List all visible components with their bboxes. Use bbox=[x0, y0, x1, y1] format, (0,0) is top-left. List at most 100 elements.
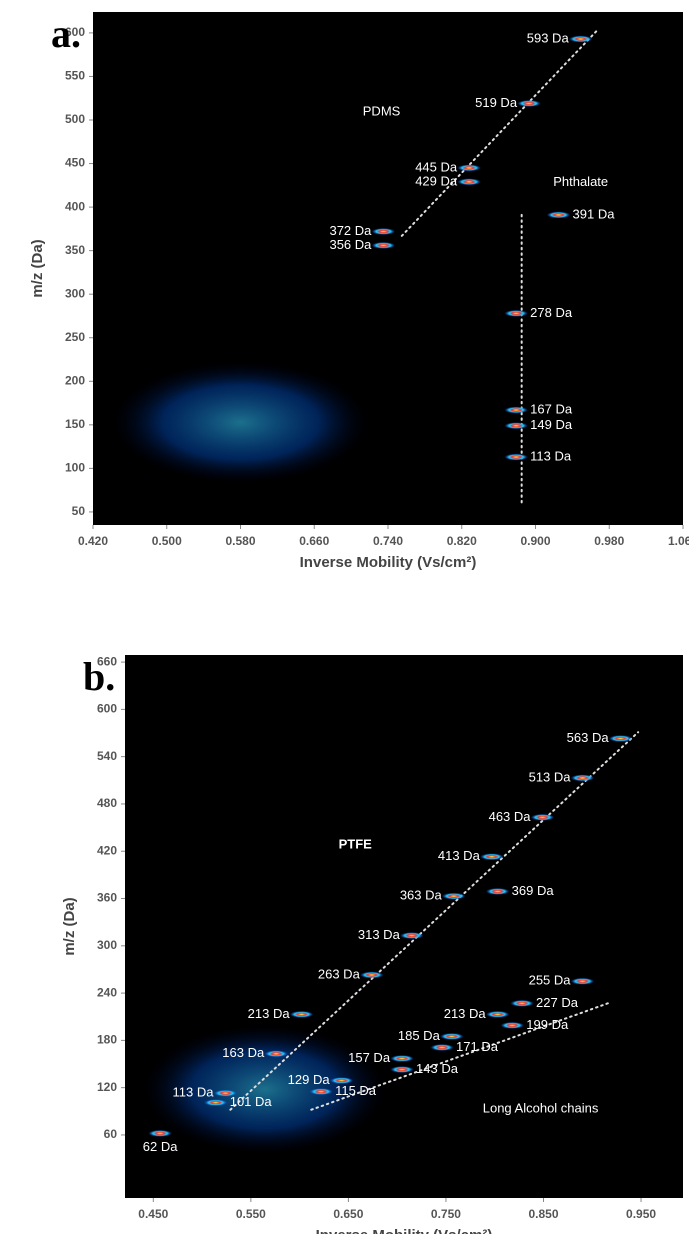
peak bbox=[568, 35, 593, 43]
peak bbox=[359, 971, 384, 979]
y-tick-label: 600 bbox=[65, 25, 85, 39]
peak-label: 227 Da bbox=[536, 995, 579, 1010]
x-tick-label: 0.450 bbox=[138, 1207, 168, 1221]
peak bbox=[148, 1129, 173, 1137]
peak-label: 278 Da bbox=[530, 305, 573, 320]
peak bbox=[608, 735, 633, 743]
peak bbox=[264, 1050, 289, 1058]
peak-label: 463 Da bbox=[489, 809, 532, 824]
panel-label: a. bbox=[51, 11, 81, 56]
x-tick-label: 0.820 bbox=[447, 534, 477, 548]
peak bbox=[479, 853, 504, 861]
peak-label: 213 Da bbox=[444, 1006, 487, 1021]
x-tick-label: 0.980 bbox=[594, 534, 624, 548]
peak bbox=[371, 241, 396, 249]
x-axis-title: Inverse Mobility (Vs/cm²) bbox=[316, 1227, 493, 1234]
y-tick-label: 60 bbox=[104, 1127, 118, 1141]
y-tick-label: 250 bbox=[65, 330, 85, 344]
guide-line bbox=[229, 731, 640, 1111]
peak-label: 513 Da bbox=[529, 769, 572, 784]
y-tick-label: 420 bbox=[97, 843, 117, 857]
guide-line bbox=[400, 29, 599, 237]
peak bbox=[441, 892, 466, 900]
peak-label: 356 Da bbox=[329, 237, 372, 252]
y-tick-label: 350 bbox=[65, 243, 85, 257]
y-tick-label: 500 bbox=[65, 112, 85, 126]
peak-label: 372 Da bbox=[329, 223, 372, 238]
y-tick-label: 200 bbox=[65, 373, 85, 387]
y-tick-label: 660 bbox=[97, 654, 117, 668]
y-tick-label: 360 bbox=[97, 891, 117, 905]
y-tick-label: 180 bbox=[97, 1033, 117, 1047]
y-tick-label: 300 bbox=[97, 938, 117, 952]
peak-label: 429 Da bbox=[415, 173, 458, 188]
peak-label: 413 Da bbox=[438, 848, 481, 863]
peak-label: 115 Da bbox=[335, 1083, 377, 1098]
peak-label: 363 Da bbox=[400, 888, 443, 903]
peak-label: 101 Da bbox=[230, 1094, 273, 1109]
y-tick-label: 300 bbox=[65, 286, 85, 300]
peak-label: 519 Da bbox=[475, 95, 518, 110]
peak bbox=[504, 309, 529, 317]
x-tick-label: 0.550 bbox=[236, 1207, 266, 1221]
peak-label: 62 Da bbox=[143, 1139, 178, 1154]
y-tick-label: 540 bbox=[97, 749, 117, 763]
peak bbox=[371, 227, 396, 235]
y-axis-title: m/z (Da) bbox=[29, 239, 46, 297]
peak bbox=[430, 1043, 455, 1051]
x-tick-label: 0.850 bbox=[528, 1207, 558, 1221]
peak-label: 163 Da bbox=[222, 1045, 265, 1060]
y-tick-label: 50 bbox=[72, 504, 86, 518]
peak bbox=[485, 887, 510, 895]
peak-label: 157 Da bbox=[348, 1050, 391, 1065]
peak bbox=[504, 453, 529, 461]
peak bbox=[570, 774, 595, 782]
x-tick-label: 0.900 bbox=[520, 534, 550, 548]
peak bbox=[457, 178, 482, 186]
peak-label: 149 Da bbox=[530, 417, 573, 432]
peak-label: 199 Da bbox=[526, 1017, 569, 1032]
peak bbox=[457, 164, 482, 172]
x-axis-title: Inverse Mobility (Vs/cm²) bbox=[300, 554, 477, 571]
peak bbox=[289, 1010, 314, 1018]
x-tick-label: 0.660 bbox=[299, 534, 329, 548]
x-tick-label: 0.650 bbox=[333, 1207, 363, 1221]
x-tick-label: 0.740 bbox=[373, 534, 403, 548]
peak bbox=[570, 977, 595, 985]
peak-label: 593 Da bbox=[527, 30, 570, 45]
annotation: Long Alcohol chains bbox=[483, 1100, 599, 1115]
background-glow bbox=[141, 1024, 388, 1155]
y-axis-title: m/z (Da) bbox=[61, 897, 78, 955]
peak-label: 129 Da bbox=[288, 1072, 331, 1087]
peak-label: 445 Da bbox=[415, 159, 458, 174]
peak bbox=[485, 1010, 510, 1018]
annotation: PTFE bbox=[339, 836, 373, 851]
peak bbox=[517, 99, 542, 107]
y-tick-label: 550 bbox=[65, 69, 85, 83]
y-tick-label: 120 bbox=[97, 1080, 117, 1094]
peak-label: 113 Da bbox=[530, 449, 572, 464]
peak bbox=[213, 1089, 238, 1097]
peak-label: 185 Da bbox=[398, 1028, 441, 1043]
peak-label: 263 Da bbox=[318, 966, 361, 981]
peak bbox=[390, 1055, 415, 1063]
peak-label: 167 Da bbox=[530, 401, 573, 416]
peak bbox=[399, 932, 424, 940]
panel-label: b. bbox=[83, 654, 115, 699]
x-tick-label: 0.500 bbox=[152, 534, 182, 548]
peak bbox=[504, 406, 529, 414]
peak bbox=[309, 1088, 334, 1096]
x-tick-label: 0.580 bbox=[225, 534, 255, 548]
annotation: Phthalate bbox=[553, 174, 608, 189]
peak bbox=[203, 1099, 228, 1107]
peak-label: 255 Da bbox=[529, 973, 572, 988]
x-tick-label: 0.420 bbox=[78, 534, 108, 548]
background-glow bbox=[110, 360, 371, 484]
peak-label: 369 Da bbox=[512, 883, 555, 898]
x-tick-label: 1.060 bbox=[668, 534, 689, 548]
y-tick-label: 600 bbox=[97, 702, 117, 716]
y-tick-label: 150 bbox=[65, 417, 85, 431]
y-tick-label: 450 bbox=[65, 156, 85, 170]
y-tick-label: 400 bbox=[65, 199, 85, 213]
